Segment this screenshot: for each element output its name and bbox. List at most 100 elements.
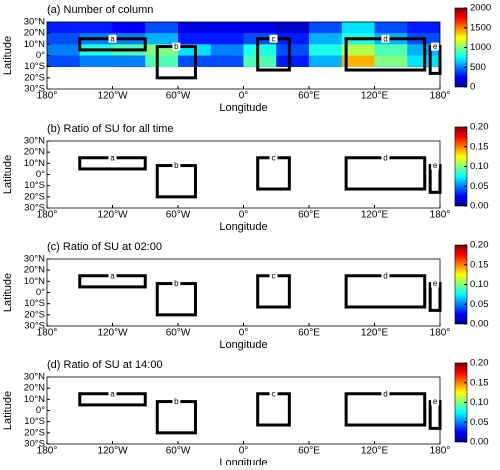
heat-cell <box>112 66 146 67</box>
region-label: b <box>174 161 179 170</box>
x-tick-label: 120°W <box>97 328 128 339</box>
heat-cell <box>341 66 375 67</box>
region-label-bg <box>269 271 278 280</box>
y-tick-label: 0° <box>36 169 45 180</box>
heat-cell <box>374 66 408 67</box>
x-tick-label: 60°E <box>298 328 320 339</box>
plot-background <box>47 259 440 326</box>
y-tick-label: 20°N <box>24 28 45 39</box>
panel-title: (b) Ratio of SU for all time <box>47 123 174 135</box>
y-tick-label: 10°S <box>24 416 45 427</box>
heat-cell <box>47 66 81 67</box>
colorbar-tick-label: 0.20 <box>470 240 489 251</box>
colorbar-tick-label: 0.05 <box>470 181 489 192</box>
y-tick-label: 0° <box>36 405 45 416</box>
y-tick-label: 30°S <box>24 439 45 450</box>
region-label: c <box>272 34 276 43</box>
region-label-bg <box>108 271 117 280</box>
colorbar-tick-label: 0.15 <box>470 377 489 388</box>
y-axis-label: Latitude <box>2 36 14 75</box>
colorbar-tick-label: 500 <box>470 62 486 73</box>
panel-title: (c) Ratio of SU at 02:00 <box>47 241 162 253</box>
colorbar-tick-label: 0.15 <box>470 141 489 152</box>
heat-cell <box>145 22 179 34</box>
colorbar-tick-label: 0.10 <box>470 279 489 290</box>
x-tick-label: 120°W <box>97 446 128 457</box>
colorbar-tick-label: 0.00 <box>470 319 489 330</box>
heat-cell <box>276 22 310 34</box>
region-label-bg <box>172 161 181 170</box>
y-tick-label: 20°N <box>24 265 45 276</box>
heat-cell <box>210 44 244 56</box>
x-tick-label: 180° <box>430 328 451 339</box>
heat-cell <box>178 33 212 45</box>
heat-cell <box>79 66 113 67</box>
region-label: d <box>383 34 387 43</box>
region-label: e <box>433 279 438 288</box>
x-tick-label: 0° <box>239 446 249 457</box>
region-label-bg <box>381 389 390 398</box>
y-tick-label: 30°S <box>24 203 45 214</box>
region-label-bg <box>108 34 117 43</box>
x-tick-label: 120°E <box>361 328 389 339</box>
heat-cell <box>210 55 244 67</box>
y-tick-label: 30°N <box>24 254 45 265</box>
colorbar-tick-label: 0.15 <box>470 259 489 270</box>
y-tick-label: 30°N <box>24 372 45 383</box>
y-tick-label: 10°N <box>24 39 45 50</box>
region-label-bg <box>269 389 278 398</box>
x-tick-label: 120°E <box>361 210 389 221</box>
y-tick-label: 20°S <box>24 309 45 320</box>
heat-cell <box>276 44 310 56</box>
heat-cell <box>276 55 310 67</box>
heat-cell <box>112 55 146 67</box>
x-tick-label: 0° <box>239 210 249 221</box>
heat-cell <box>112 22 146 34</box>
y-tick-label: 0° <box>36 287 45 298</box>
x-tick-label: 60°W <box>166 328 191 339</box>
x-tick-label: 180° <box>37 210 58 221</box>
heat-cell <box>374 22 408 34</box>
colorbar-tick-label: 0.10 <box>470 397 489 408</box>
region-label-bg <box>269 34 278 43</box>
panel-title: (d) Ratio of SU at 14:00 <box>47 359 163 371</box>
x-tick-label: 60°E <box>298 210 320 221</box>
x-tick-label: 180° <box>37 328 58 339</box>
x-tick-label: 180° <box>430 446 451 457</box>
region-label: d <box>383 389 387 398</box>
colorbar-tick-label: 0.00 <box>470 201 489 212</box>
region-label: a <box>110 34 115 43</box>
heat-cell <box>145 33 179 45</box>
region-label-bg <box>381 271 390 280</box>
heat-cell <box>309 66 343 67</box>
colorbar-tick-label: 0.20 <box>470 122 489 133</box>
x-tick-label: 60°E <box>298 91 320 102</box>
heat-cell <box>47 22 81 34</box>
colorbar-tick-label: 0 <box>470 82 475 93</box>
heat-cell <box>79 55 113 67</box>
y-tick-label: 10°N <box>24 158 45 169</box>
heat-cell <box>309 44 343 56</box>
heat-cell <box>407 22 440 34</box>
region-label: c <box>272 153 276 162</box>
heat-cell <box>309 33 343 45</box>
region-label: a <box>110 389 115 398</box>
x-tick-label: 180° <box>430 91 451 102</box>
heat-cell <box>341 44 375 56</box>
x-axis-label: Longitude <box>219 457 267 465</box>
x-axis-label: Longitude <box>219 339 267 351</box>
panel-title: (a) Number of column <box>47 4 153 16</box>
heat-cell <box>47 44 81 56</box>
region-label-bg <box>431 279 440 288</box>
region-label-bg <box>172 42 181 51</box>
colorbar-tick-label: 1500 <box>470 22 491 33</box>
region-label-bg <box>431 397 440 406</box>
heat-cell <box>309 55 343 67</box>
heat-cell <box>341 55 375 67</box>
colorbar-tick-label: 1000 <box>470 42 491 53</box>
heat-cell <box>210 22 244 34</box>
y-tick-label: 10°S <box>24 298 45 309</box>
region-label: b <box>174 42 179 51</box>
y-axis-label: Latitude <box>2 391 14 430</box>
region-label-bg <box>172 397 181 406</box>
